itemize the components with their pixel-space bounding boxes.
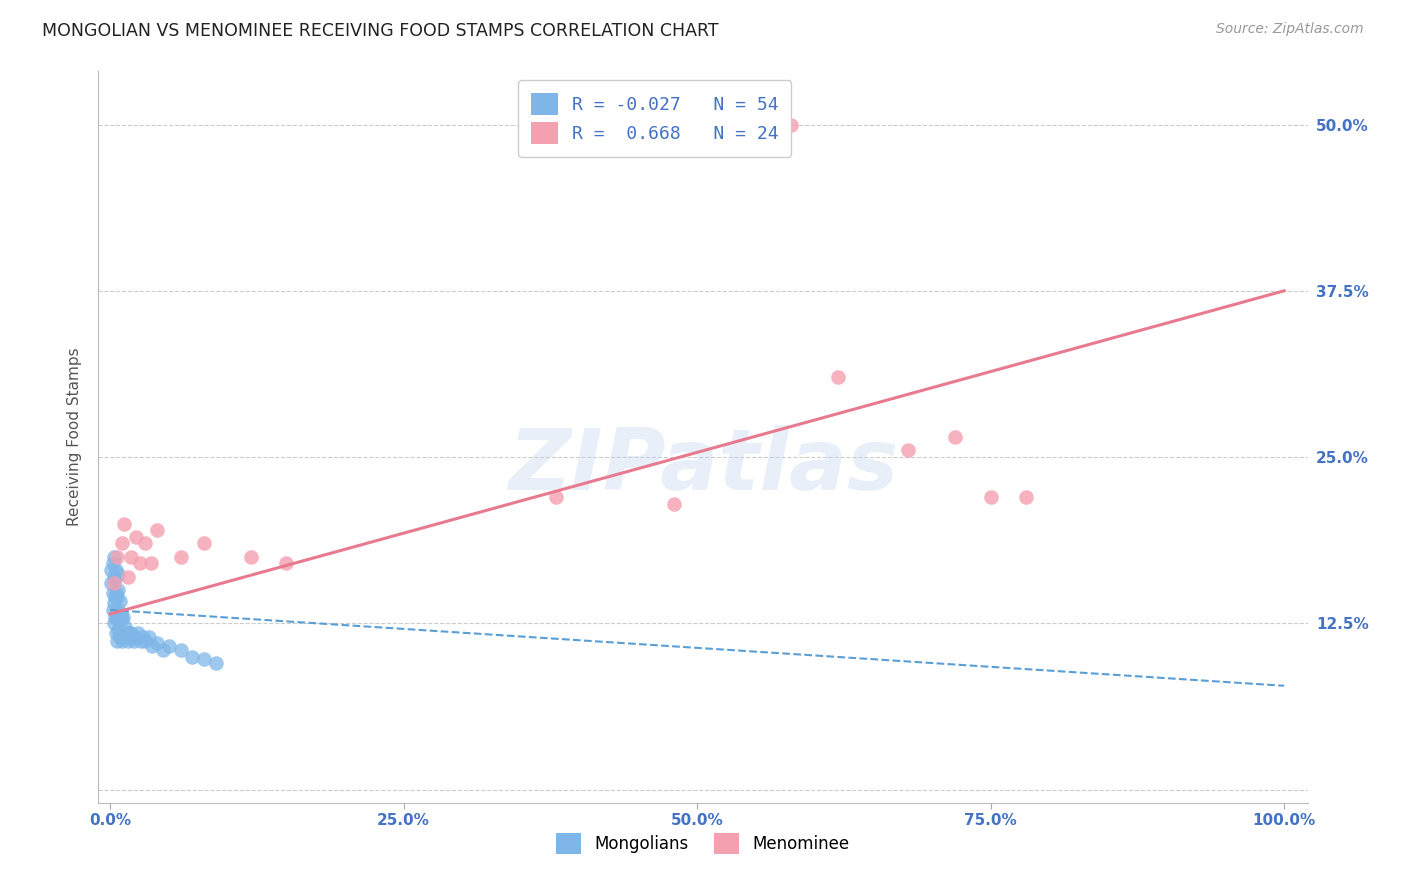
- Point: [105, 590, 128, 604]
- Text: MONGOLIAN VS MENOMINEE RECEIVING FOOD STAMPS CORRELATION CHART: MONGOLIAN VS MENOMINEE RECEIVING FOOD ST…: [42, 22, 718, 40]
- Point: [117, 570, 139, 584]
- Point: [141, 639, 163, 653]
- Point: [107, 567, 129, 582]
- Point: [122, 633, 145, 648]
- Point: [945, 430, 967, 444]
- Point: [157, 639, 180, 653]
- Point: [111, 633, 134, 648]
- Point: [110, 625, 132, 640]
- Point: [110, 607, 132, 621]
- Point: [132, 630, 155, 644]
- Point: [103, 576, 125, 591]
- Point: [134, 536, 156, 550]
- Point: [107, 582, 129, 597]
- Point: [120, 625, 142, 640]
- Point: [276, 557, 298, 571]
- Point: [662, 497, 685, 511]
- Point: [103, 570, 125, 584]
- Point: [105, 607, 128, 621]
- Point: [141, 557, 163, 571]
- Point: [107, 623, 129, 637]
- Point: [105, 549, 128, 564]
- Point: [204, 656, 226, 670]
- Point: [105, 633, 128, 648]
- Point: [100, 563, 122, 577]
- Point: [120, 549, 142, 564]
- Point: [193, 652, 215, 666]
- Point: [104, 609, 127, 624]
- Point: [101, 585, 124, 599]
- Point: [108, 593, 131, 607]
- Point: [897, 443, 920, 458]
- Point: [120, 630, 142, 644]
- Point: [111, 612, 134, 626]
- Point: [101, 603, 124, 617]
- Point: [125, 630, 148, 644]
- Point: [100, 576, 122, 591]
- Y-axis label: Receiving Food Stamps: Receiving Food Stamps: [67, 348, 83, 526]
- Point: [146, 523, 169, 537]
- Point: [127, 625, 149, 640]
- Point: [105, 625, 128, 640]
- Point: [112, 516, 135, 531]
- Point: [108, 630, 131, 644]
- Point: [134, 633, 156, 648]
- Legend: Mongolians, Menominee: Mongolians, Menominee: [550, 827, 856, 860]
- Point: [980, 490, 1002, 504]
- Point: [152, 643, 174, 657]
- Point: [111, 536, 134, 550]
- Point: [193, 536, 215, 550]
- Point: [125, 530, 148, 544]
- Point: [827, 370, 849, 384]
- Point: [114, 620, 136, 634]
- Point: [103, 549, 125, 564]
- Point: [115, 625, 138, 640]
- Point: [103, 616, 125, 631]
- Point: [546, 490, 568, 504]
- Point: [112, 630, 135, 644]
- Point: [105, 612, 128, 626]
- Point: [169, 643, 191, 657]
- Point: [181, 649, 204, 664]
- Point: [146, 636, 169, 650]
- Point: [169, 549, 191, 564]
- Text: ZIPatlas: ZIPatlas: [508, 425, 898, 508]
- Point: [101, 557, 124, 571]
- Point: [780, 118, 803, 132]
- Point: [104, 590, 127, 604]
- Point: [745, 118, 768, 132]
- Point: [107, 603, 129, 617]
- Point: [138, 630, 160, 644]
- Point: [129, 633, 152, 648]
- Point: [118, 625, 141, 640]
- Text: Source: ZipAtlas.com: Source: ZipAtlas.com: [1216, 22, 1364, 37]
- Point: [103, 596, 125, 610]
- Point: [105, 585, 128, 599]
- Point: [108, 612, 131, 626]
- Point: [117, 633, 139, 648]
- Point: [104, 573, 127, 587]
- Point: [1015, 490, 1038, 504]
- Point: [105, 563, 128, 577]
- Point: [128, 557, 150, 571]
- Point: [112, 609, 135, 624]
- Point: [240, 549, 263, 564]
- Point: [112, 625, 135, 640]
